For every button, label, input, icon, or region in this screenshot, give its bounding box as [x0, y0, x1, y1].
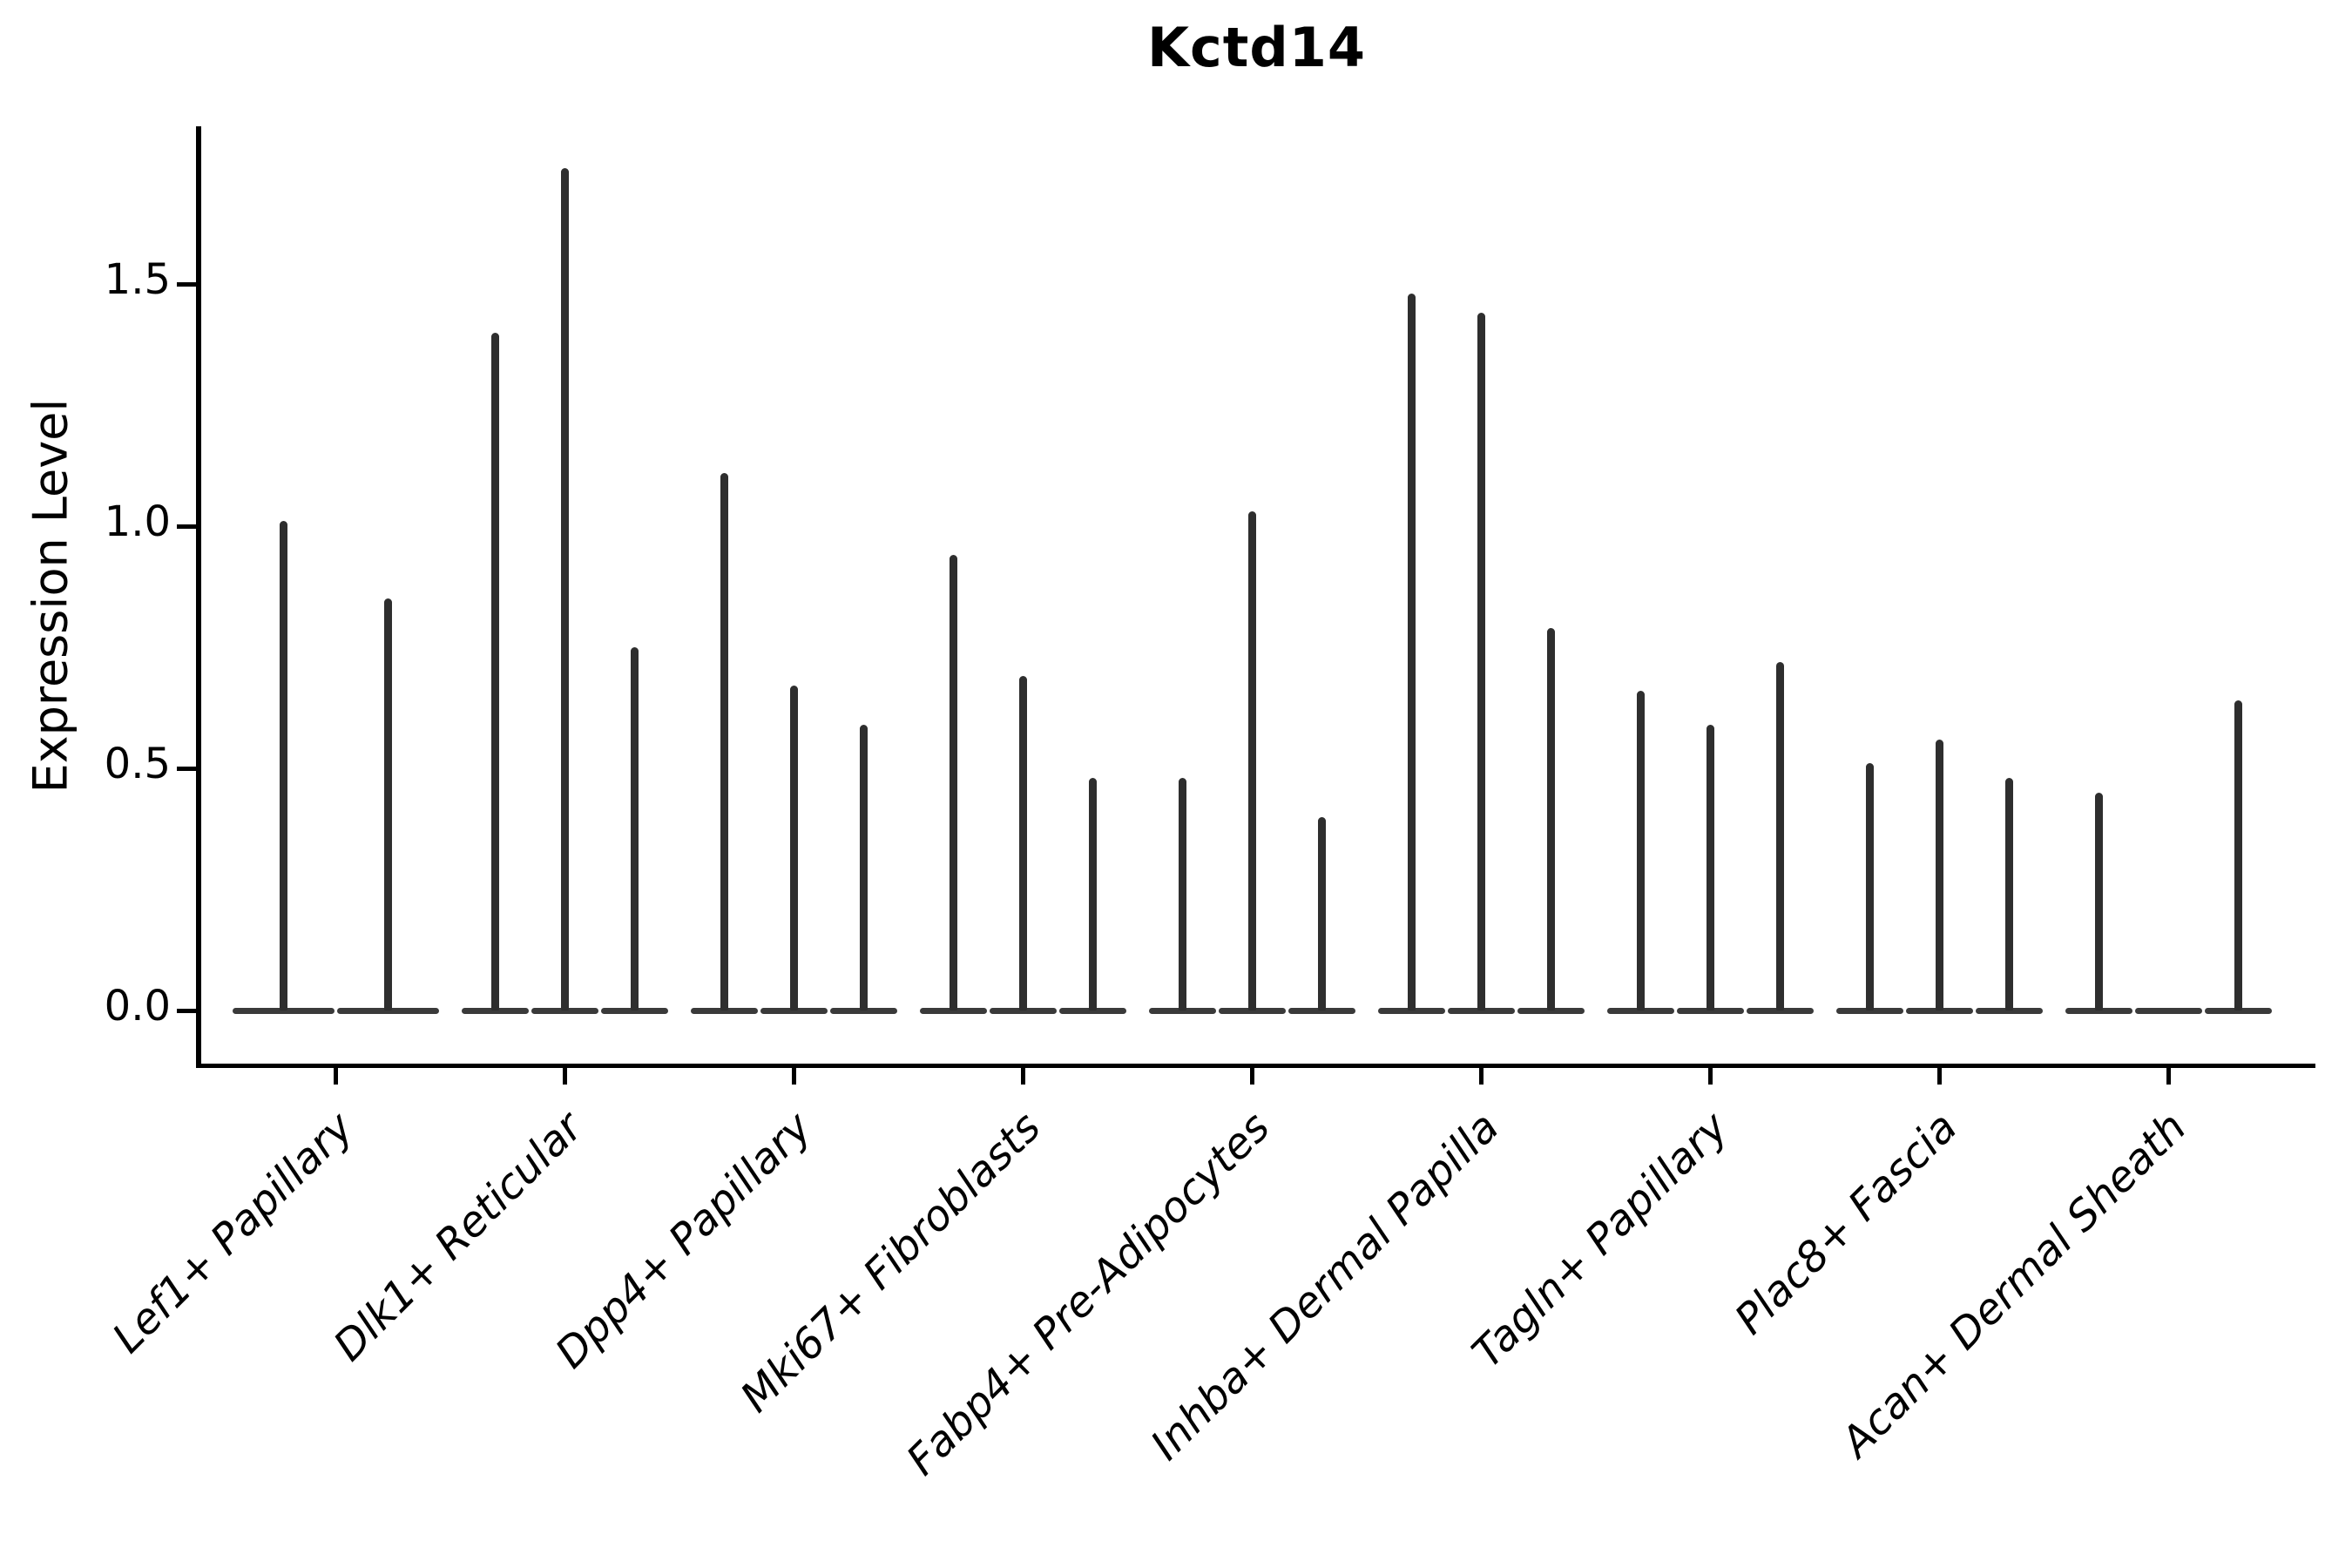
x-tick-label: Lef1+ Papillary — [103, 1103, 363, 1363]
x-axis-tick — [792, 1068, 796, 1085]
y-axis-tick — [177, 282, 196, 287]
x-axis-tick — [1021, 1068, 1025, 1085]
violin-spike — [2004, 778, 2013, 1010]
x-axis-tick — [334, 1068, 338, 1085]
violin-base — [989, 1008, 1057, 1014]
y-tick-label: 1.5 — [104, 255, 171, 304]
x-axis-tick — [1479, 1068, 1484, 1085]
violin-spike — [383, 598, 392, 1010]
violin-spike — [720, 472, 728, 1010]
x-tick-label: Fabp4+ Pre-Adipocytes — [897, 1103, 1280, 1485]
violin-base — [531, 1008, 598, 1014]
y-tick-label: 1.0 — [104, 497, 171, 546]
x-tick-label: Tagln+ Papillary — [1463, 1103, 1738, 1378]
violin-base — [2065, 1008, 2132, 1014]
violin-spike — [1088, 778, 1097, 1010]
y-axis-tick — [177, 1009, 196, 1013]
violin-spike — [630, 647, 639, 1010]
violin-base — [1148, 1008, 1216, 1014]
violin-base — [1746, 1008, 1814, 1014]
violin-base — [1288, 1008, 1355, 1014]
violin-spike — [490, 332, 499, 1010]
violin-base — [1606, 1008, 1674, 1014]
violin-base — [760, 1008, 828, 1014]
y-axis-tick — [177, 767, 196, 771]
violin-spike — [2234, 700, 2242, 1010]
x-axis-tick — [1708, 1068, 1713, 1085]
x-axis-tick — [2166, 1068, 2171, 1085]
violin-base — [1517, 1008, 1585, 1014]
violin-spike — [949, 555, 957, 1010]
y-axis-label: Expression Level — [23, 398, 78, 794]
violin-base — [2134, 1008, 2202, 1014]
violin-base — [1447, 1008, 1515, 1014]
y-tick-label: 0.0 — [104, 982, 171, 1031]
violin-base — [2204, 1008, 2272, 1014]
violin-base — [1377, 1008, 1445, 1014]
violin-spike — [1706, 724, 1714, 1010]
x-tick-label: Inhba+ Dermal Papilla — [1141, 1103, 1509, 1470]
violin-base — [1905, 1008, 1973, 1014]
x-tick-label: Mki67+ Fibroblasts — [731, 1103, 1051, 1423]
violin-spike — [1018, 676, 1027, 1010]
violin-spike — [1477, 313, 1485, 1010]
violin-base — [600, 1008, 668, 1014]
violin-spike — [560, 167, 569, 1010]
violin-spike — [2094, 792, 2103, 1010]
y-axis-spine — [196, 126, 201, 1068]
x-tick-label: Plac8+ Fascia — [1725, 1103, 1967, 1344]
x-axis-tick — [563, 1068, 567, 1085]
x-tick-label: Acan+ Dermal Sheath — [1831, 1103, 2196, 1467]
violin-spike — [1775, 661, 1784, 1010]
violin-base — [1676, 1008, 1744, 1014]
violin-spike — [1247, 511, 1256, 1010]
violin-spike — [789, 686, 798, 1010]
violin-spike — [1935, 739, 1943, 1010]
x-axis-tick — [1250, 1068, 1254, 1085]
violin-base — [336, 1008, 439, 1014]
violin-base — [919, 1008, 987, 1014]
violin-base — [461, 1008, 529, 1014]
x-tick-label: Dlk1+ Reticular — [324, 1103, 592, 1371]
x-axis-tick — [1937, 1068, 1942, 1085]
violin-spike — [1317, 816, 1326, 1010]
violin-spike — [1636, 691, 1645, 1010]
violin-base — [232, 1008, 335, 1014]
violin-spike — [279, 521, 287, 1010]
violin-spike — [859, 724, 868, 1010]
violin-base — [1835, 1008, 1903, 1014]
violin-base — [1218, 1008, 1286, 1014]
violin-spike — [1865, 763, 1874, 1010]
violin-spike — [1546, 627, 1555, 1010]
violin-base — [829, 1008, 897, 1014]
violin-base — [690, 1008, 758, 1014]
plot-title: Kctd14 — [1146, 16, 1367, 79]
y-axis-tick — [177, 524, 196, 529]
violin-spike — [1407, 294, 1416, 1010]
violin-spike — [1178, 778, 1186, 1010]
y-tick-label: 0.5 — [104, 740, 171, 788]
violin-base — [1058, 1008, 1126, 1014]
x-tick-label: Dpp4+ Papillary — [546, 1103, 821, 1378]
x-axis-spine — [196, 1064, 2315, 1068]
violin-base — [1975, 1008, 2043, 1014]
